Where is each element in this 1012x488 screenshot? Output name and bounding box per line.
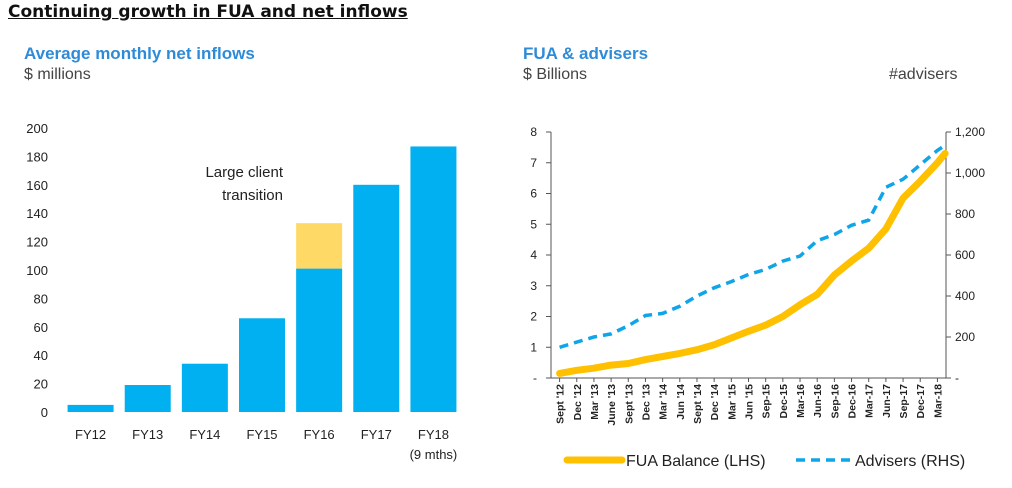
x-tick-label: Mar-17 — [864, 384, 876, 418]
x-tick-label: Sep-16 — [829, 384, 841, 419]
bar — [353, 184, 400, 412]
left-chart-subtitle: $ millions — [24, 66, 91, 83]
fua-balance-line — [556, 150, 949, 377]
y-tick-label: 60 — [34, 320, 48, 335]
right-tick-label: 200 — [955, 330, 975, 344]
x-tick-label: FY12 — [75, 427, 106, 442]
annotation-transition: transition — [222, 187, 283, 204]
x-tick-label: Jun-16 — [812, 384, 824, 418]
right-tick-label: 800 — [955, 207, 975, 221]
x-tick-label: Jun-17 — [881, 384, 893, 418]
y-tick-label: 180 — [26, 149, 48, 164]
x-tick-label: June '13 — [606, 384, 618, 426]
annotation-large-client: Large client — [205, 164, 283, 181]
bar — [239, 318, 285, 412]
left-tick-label: 4 — [530, 248, 537, 262]
left-tick-label: 2 — [530, 310, 537, 324]
bar — [67, 404, 114, 412]
x-tick-label: Dec-15 — [778, 384, 790, 419]
left-tick-label: 7 — [530, 156, 537, 170]
x-tick-label: FY14 — [189, 427, 220, 442]
right-axis-label: #advisers — [889, 66, 958, 83]
y-tick-label: 0 — [41, 405, 48, 420]
left-tick-label: 5 — [530, 217, 537, 231]
x-tick-label: FY15 — [246, 427, 277, 442]
right-tick-label: 1,000 — [955, 166, 985, 180]
y-tick-label: 20 — [34, 377, 48, 392]
bar — [124, 385, 171, 412]
x-tick-label: FY13 — [132, 427, 163, 442]
x-tick-label: Mar '15 — [726, 384, 738, 420]
y-tick-label: 40 — [34, 348, 48, 363]
left-tick-label: 8 — [530, 125, 537, 139]
x-tick-label: Sept '13 — [623, 384, 635, 424]
x-tick-label: Sep-15 — [761, 384, 773, 419]
x-tick-label: Mar '13 — [589, 384, 601, 420]
x-tick-label: Sept '12 — [555, 384, 567, 424]
left-tick-label: 6 — [530, 187, 537, 201]
y-tick-label: 80 — [34, 291, 48, 306]
x-tick-label: FY17 — [361, 427, 392, 442]
left-tick-label: 1 — [530, 340, 537, 354]
y-tick-label: 160 — [26, 178, 48, 193]
x-tick-label: Dec-16 — [847, 384, 859, 419]
left-chart-title: Average monthly net inflows — [24, 44, 255, 63]
x-tick-label: Dec '13 — [640, 384, 652, 421]
y-tick-label: 200 — [26, 121, 48, 136]
right-tick-label: 600 — [955, 248, 975, 262]
right-chart-title: FUA & advisers — [523, 44, 649, 63]
x-tick-label: Mar '14 — [658, 384, 670, 420]
advisers-line — [559, 143, 947, 349]
right-tick-label: 400 — [955, 289, 975, 303]
left-tick-label: - — [533, 371, 537, 385]
bar-large-client — [296, 223, 343, 269]
x-tick-label: Dec '14 — [709, 384, 721, 421]
y-tick-label: 100 — [26, 263, 48, 278]
x-tick-label: FY16 — [304, 427, 335, 442]
page-title: Continuing growth in FUA and net inflows — [8, 2, 408, 22]
x-tick-label: Jun '15 — [744, 384, 756, 420]
x-tick-label: Jun '14 — [675, 384, 687, 420]
right-tick-label: 1,200 — [955, 125, 985, 139]
right-chart-subtitle: $ Billions — [523, 66, 588, 83]
bar — [296, 268, 343, 412]
bar — [410, 146, 457, 412]
right-tick-label: - — [955, 371, 959, 385]
x-tick-label: FY18 — [418, 427, 449, 442]
bar — [181, 363, 228, 412]
x-tick-sublabel: (9 mths) — [410, 447, 458, 462]
x-tick-label: Mar-16 — [795, 384, 807, 418]
y-tick-label: 140 — [26, 206, 48, 221]
y-tick-label: 120 — [26, 235, 48, 250]
x-tick-label: Sept '14 — [692, 384, 704, 424]
legend-fua-label: FUA Balance (LHS) — [626, 453, 766, 470]
x-tick-label: Mar-18 — [932, 384, 944, 418]
x-tick-label: Dec '12 — [572, 384, 584, 421]
x-tick-label: Dec-17 — [915, 384, 927, 419]
left-tick-label: 3 — [530, 279, 537, 293]
legend-advisers-label: Advisers (RHS) — [855, 453, 965, 470]
x-tick-label: Sep-17 — [898, 384, 910, 419]
